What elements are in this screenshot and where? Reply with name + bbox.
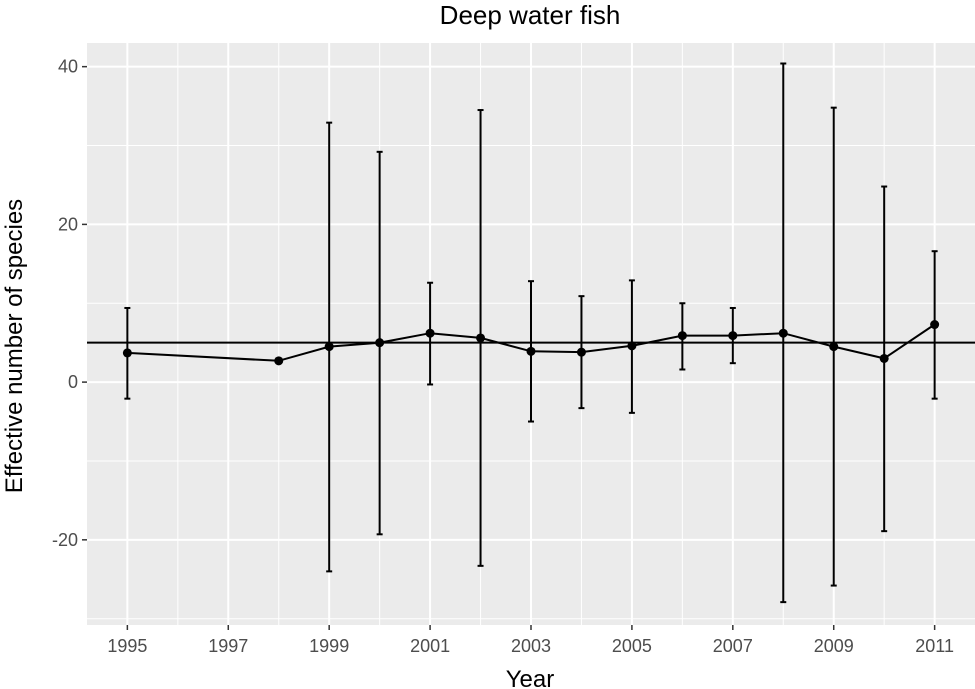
- data-point: [728, 331, 738, 341]
- data-point: [778, 328, 788, 338]
- data-point: [930, 320, 940, 330]
- data-point: [324, 342, 334, 352]
- x-tick-label: 1997: [208, 636, 248, 656]
- data-point: [677, 331, 687, 341]
- plot-area: 1995 1997 1999 2001 2003 2005 2007 2009 2011 -20 0…: [52, 43, 975, 656]
- x-tick-label: 1995: [107, 636, 147, 656]
- data-point: [122, 348, 132, 358]
- chart-title: Deep water fish: [440, 0, 621, 30]
- y-axis-title: Effective number of species: [1, 199, 28, 493]
- x-tick-label: 2001: [410, 636, 450, 656]
- y-tick-label: -20: [52, 530, 78, 550]
- y-tick-label: 0: [68, 372, 78, 392]
- data-point: [425, 328, 435, 338]
- data-point: [879, 353, 889, 363]
- data-point: [627, 341, 637, 351]
- y-tick-label: 40: [58, 57, 78, 77]
- data-point: [274, 356, 284, 366]
- x-tick-label: 1999: [309, 636, 349, 656]
- data-point: [576, 347, 586, 357]
- x-tick-label: 2007: [713, 636, 753, 656]
- x-axis-title: Year: [506, 666, 555, 689]
- data-point: [526, 346, 536, 356]
- x-tick-label: 2011: [915, 636, 954, 656]
- x-tick-label: 2005: [612, 636, 652, 656]
- y-tick-label: 20: [58, 214, 78, 234]
- data-point: [829, 342, 839, 352]
- x-tick-label: 2009: [814, 636, 854, 656]
- x-tick-label: 2003: [511, 636, 551, 656]
- data-point: [476, 333, 486, 343]
- data-point: [375, 338, 385, 348]
